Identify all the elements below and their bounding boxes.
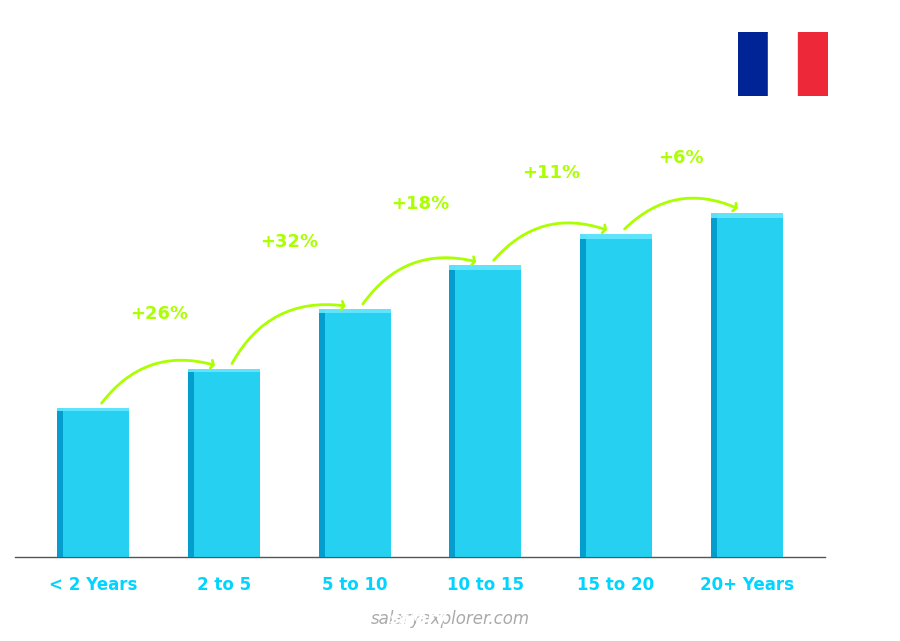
FancyBboxPatch shape xyxy=(711,213,783,557)
FancyBboxPatch shape xyxy=(58,408,130,557)
FancyBboxPatch shape xyxy=(188,369,260,372)
Text: +32%: +32% xyxy=(260,233,319,251)
Text: Salary Comparison By Experience: Salary Comparison By Experience xyxy=(36,45,612,74)
Text: 106,000 EUR: 106,000 EUR xyxy=(573,213,659,226)
Text: +11%: +11% xyxy=(522,164,580,182)
FancyBboxPatch shape xyxy=(711,213,783,218)
FancyBboxPatch shape xyxy=(449,265,521,270)
FancyBboxPatch shape xyxy=(580,234,652,557)
FancyBboxPatch shape xyxy=(319,310,391,557)
Text: Online Banking Manager: Online Banking Manager xyxy=(36,93,275,112)
FancyBboxPatch shape xyxy=(449,265,455,557)
FancyBboxPatch shape xyxy=(711,213,716,557)
FancyBboxPatch shape xyxy=(188,369,260,557)
Bar xyxy=(798,32,828,96)
Text: +26%: +26% xyxy=(130,305,188,323)
FancyBboxPatch shape xyxy=(319,310,325,557)
FancyBboxPatch shape xyxy=(188,369,194,557)
Bar xyxy=(768,32,798,96)
Bar xyxy=(738,32,768,96)
Text: 48,800 EUR: 48,800 EUR xyxy=(55,388,132,401)
FancyBboxPatch shape xyxy=(580,234,586,557)
Text: salaryexplorer.com: salaryexplorer.com xyxy=(371,610,529,628)
FancyBboxPatch shape xyxy=(319,310,391,313)
Text: +18%: +18% xyxy=(391,196,449,213)
Text: 113,000 EUR: 113,000 EUR xyxy=(704,192,789,205)
FancyBboxPatch shape xyxy=(58,408,130,411)
Text: Average Yearly Salary: Average Yearly Salary xyxy=(852,283,862,404)
Text: 61,700 EUR: 61,700 EUR xyxy=(185,349,263,362)
Text: +6%: +6% xyxy=(659,149,704,167)
Text: 81,300 EUR: 81,300 EUR xyxy=(316,288,393,302)
FancyBboxPatch shape xyxy=(449,265,521,557)
FancyBboxPatch shape xyxy=(580,234,652,239)
FancyBboxPatch shape xyxy=(58,408,63,557)
Text: salary: salary xyxy=(390,610,447,628)
Text: 95,700 EUR: 95,700 EUR xyxy=(446,245,524,258)
